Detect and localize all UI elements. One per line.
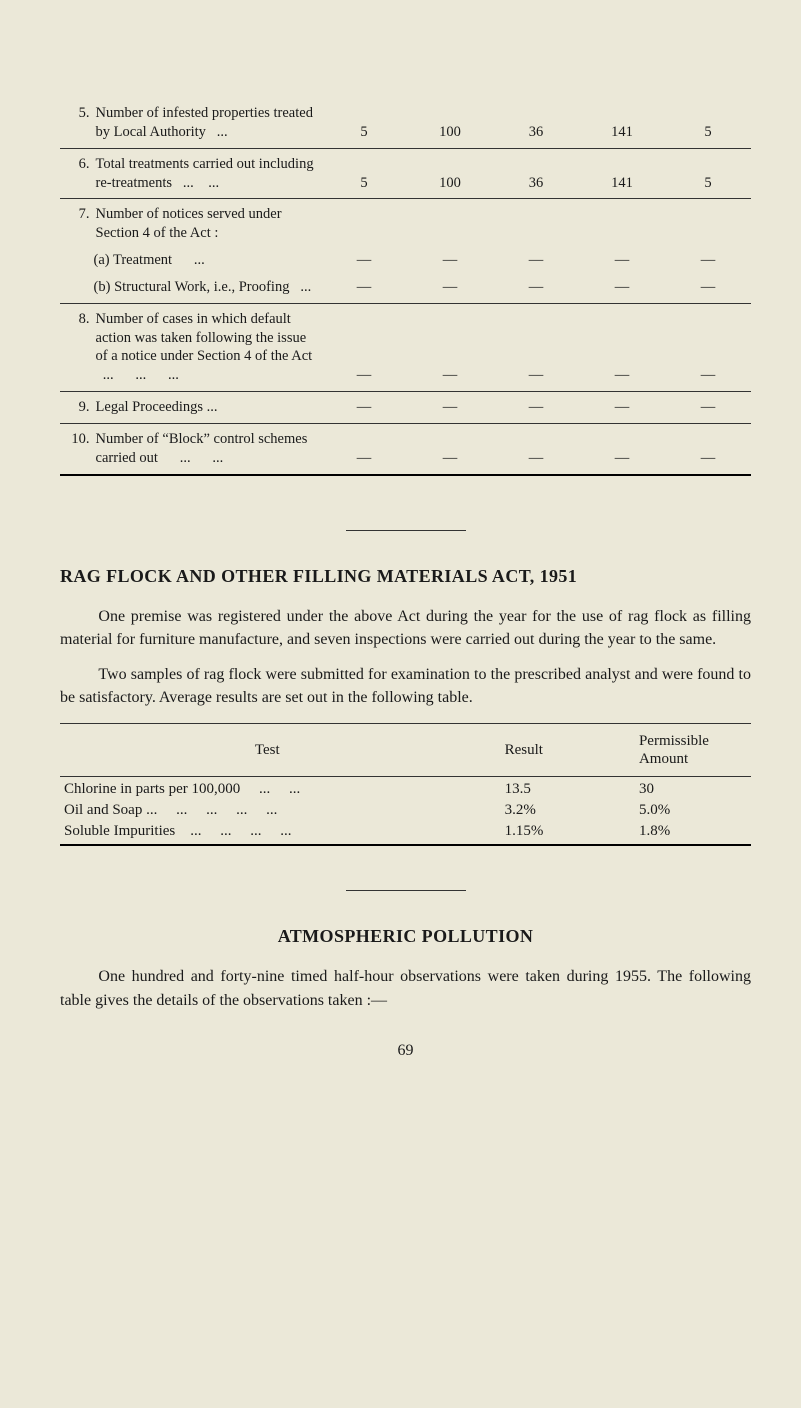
rag-flock-para-2: Two samples of rag flock were submitted …: [60, 663, 751, 709]
data-cell: —: [407, 394, 493, 421]
row-label: Number of infested properties treated by…: [94, 100, 321, 146]
rag-permissible-cell: 5.0%: [599, 800, 751, 821]
rag-header-permissible: Permissible Amount: [599, 726, 751, 774]
data-cell: —: [665, 274, 751, 301]
data-cell: 5: [665, 100, 751, 146]
data-cell: —: [493, 394, 579, 421]
rag-header-test: Test: [60, 726, 475, 774]
rag-table-row: Chlorine in parts per 100,000 ... ...13.…: [60, 779, 751, 800]
row-number: [60, 274, 94, 301]
row-number: 8.: [60, 306, 94, 389]
rag-result-cell: 13.5: [475, 779, 599, 800]
data-cell: —: [407, 426, 493, 472]
rag-result-cell: 3.2%: [475, 800, 599, 821]
table-row: 5.Number of infested properties treated …: [60, 100, 751, 146]
row-label: Number of “Block” control schemes carrie…: [94, 426, 321, 472]
row-number: 9.: [60, 394, 94, 421]
row-label: Total treatments carried out including r…: [94, 151, 321, 197]
data-cell: —: [493, 426, 579, 472]
rag-test-cell: Soluble Impurities ... ... ... ...: [60, 821, 475, 842]
data-cell: —: [579, 247, 665, 274]
data-cell: —: [665, 426, 751, 472]
page-container: 5.Number of infested properties treated …: [0, 0, 801, 1100]
rag-permissible-cell: 30: [599, 779, 751, 800]
row-number: 10.: [60, 426, 94, 472]
data-cell: —: [321, 274, 407, 301]
data-cell: [493, 201, 579, 247]
table-row: (a) Treatment ...—————: [60, 247, 751, 274]
rag-table-row: Soluble Impurities ... ... ... ...1.15%1…: [60, 821, 751, 842]
page-number: 69: [60, 1042, 751, 1060]
rag-flock-table: Test Result Permissible Amount Chlorine …: [60, 721, 751, 848]
data-cell: —: [579, 426, 665, 472]
data-cell: —: [665, 247, 751, 274]
rag-test-cell: Chlorine in parts per 100,000 ... ...: [60, 779, 475, 800]
data-cell: [407, 201, 493, 247]
section-divider: [60, 518, 751, 536]
data-cell: —: [493, 274, 579, 301]
data-cell: —: [407, 274, 493, 301]
table-row: 6.Total treatments carried out including…: [60, 151, 751, 197]
rag-test-cell: Oil and Soap ... ... ... ... ...: [60, 800, 475, 821]
data-cell: —: [579, 394, 665, 421]
data-cell: —: [407, 247, 493, 274]
data-cell: —: [321, 306, 407, 389]
data-cell: 36: [493, 100, 579, 146]
data-cell: 36: [493, 151, 579, 197]
table-row: 9.Legal Proceedings ...—————: [60, 394, 751, 421]
row-number: 6.: [60, 151, 94, 197]
data-cell: —: [493, 306, 579, 389]
rag-permissible-cell: 1.8%: [599, 821, 751, 842]
data-cell: 141: [579, 100, 665, 146]
atmospheric-heading: ATMOSPHERIC POLLUTION: [60, 926, 751, 947]
data-cell: —: [407, 306, 493, 389]
data-cell: 100: [407, 151, 493, 197]
row-label: (b) Structural Work, i.e., Proofing ...: [94, 274, 321, 301]
data-cell: 141: [579, 151, 665, 197]
table-row: (b) Structural Work, i.e., Proofing ...—…: [60, 274, 751, 301]
data-cell: 5: [321, 151, 407, 197]
rag-result-cell: 1.15%: [475, 821, 599, 842]
rag-flock-heading: RAG FLOCK AND OTHER FILLING MATERIALS AC…: [60, 566, 751, 587]
data-cell: —: [665, 306, 751, 389]
rag-header-result: Result: [475, 726, 599, 774]
data-cell: —: [321, 394, 407, 421]
data-cell: —: [321, 247, 407, 274]
rag-table-row: Oil and Soap ... ... ... ... ...3.2%5.0%: [60, 800, 751, 821]
row-number: 5.: [60, 100, 94, 146]
atmospheric-para-1: One hundred and forty-nine timed half-ho…: [60, 965, 751, 1011]
data-cell: [579, 201, 665, 247]
row-number: 7.: [60, 201, 94, 247]
data-cell: [321, 201, 407, 247]
data-cell: [665, 201, 751, 247]
row-number: [60, 247, 94, 274]
data-cell: —: [579, 306, 665, 389]
data-cell: 5: [665, 151, 751, 197]
data-cell: —: [493, 247, 579, 274]
row-label: Number of cases in which default action …: [94, 306, 321, 389]
section-divider-2: [60, 878, 751, 896]
data-cell: 5: [321, 100, 407, 146]
data-cell: —: [579, 274, 665, 301]
row-label: Number of notices served under Section 4…: [94, 201, 321, 247]
table-row: 7.Number of notices served under Section…: [60, 201, 751, 247]
row-label: Legal Proceedings ...: [94, 394, 321, 421]
data-cell: 100: [407, 100, 493, 146]
table-row: 10.Number of “Block” control schemes car…: [60, 426, 751, 472]
rag-flock-para-1: One premise was registered under the abo…: [60, 605, 751, 651]
table-row: 8.Number of cases in which default actio…: [60, 306, 751, 389]
data-cell: —: [665, 394, 751, 421]
data-cell: —: [321, 426, 407, 472]
row-label: (a) Treatment ...: [94, 247, 321, 274]
infestation-table: 5.Number of infested properties treated …: [60, 100, 751, 478]
